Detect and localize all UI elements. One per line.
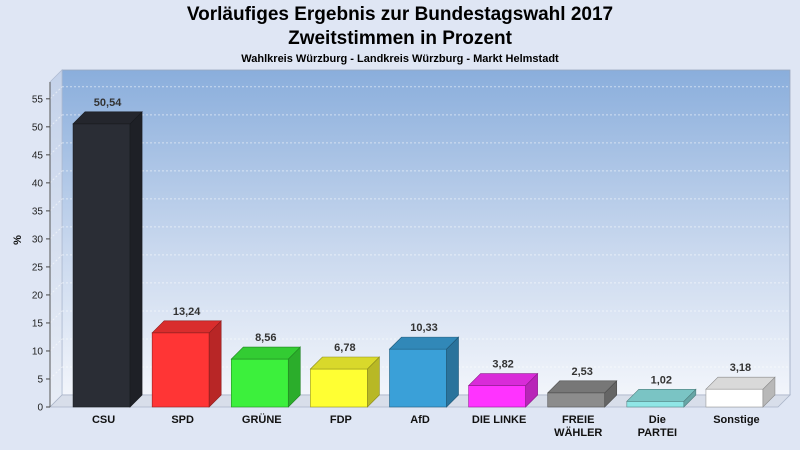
y-tick-label: 35 bbox=[32, 206, 44, 217]
chart-region: Wahlkreis Würzburg - Landkreis Würzburg … bbox=[241, 53, 559, 65]
bar-front bbox=[230, 358, 289, 408]
bar-top bbox=[705, 376, 776, 390]
bar-side bbox=[129, 111, 143, 408]
bar-top bbox=[388, 336, 460, 350]
bar-front bbox=[389, 348, 447, 408]
x-tick-label: AfD bbox=[410, 414, 430, 426]
bar-value-label: 8,56 bbox=[255, 332, 276, 344]
bar-value-label: 10,33 bbox=[410, 322, 438, 334]
y-tick-label: 40 bbox=[32, 178, 44, 189]
y-tick-label: 45 bbox=[32, 150, 44, 161]
bar-top bbox=[72, 111, 143, 125]
gridline-side bbox=[49, 226, 63, 240]
x-tick-label: DIE LINKE bbox=[472, 414, 526, 426]
gridline-side bbox=[49, 86, 63, 100]
x-tick-label: SPD bbox=[171, 414, 194, 426]
gridline-side bbox=[49, 338, 63, 352]
x-tick-label: FDP bbox=[330, 414, 352, 426]
bar-front bbox=[151, 332, 210, 408]
y-tick-label: 15 bbox=[32, 318, 44, 329]
bar-side bbox=[208, 320, 222, 408]
bar-value-label: 2,53 bbox=[572, 366, 593, 378]
y-tick-label: 20 bbox=[32, 290, 44, 301]
x-tick-label: Die PARTEI bbox=[638, 414, 678, 439]
x-tick-label: Sonstige bbox=[713, 414, 759, 426]
bar-value-label: 50,54 bbox=[94, 97, 122, 109]
gridline-side bbox=[49, 254, 63, 268]
gridline-side bbox=[49, 114, 63, 128]
y-tick-label: 55 bbox=[32, 94, 44, 105]
bar-front bbox=[547, 392, 606, 408]
bar-top bbox=[546, 380, 618, 394]
chart-subtitle: Zweitstimmen in Prozent bbox=[288, 28, 512, 49]
bar-value-label: 3,82 bbox=[492, 359, 513, 371]
y-tick-label: 10 bbox=[32, 346, 44, 357]
bar-top bbox=[230, 346, 302, 360]
gridline-side bbox=[49, 198, 63, 212]
bar-die-linke: 3,82 bbox=[467, 359, 539, 408]
bar-top bbox=[151, 320, 222, 334]
bar-top bbox=[467, 373, 539, 386]
y-tick-label: 0 bbox=[37, 403, 43, 414]
bar-value-label: 6,78 bbox=[334, 342, 355, 354]
y-tick-label: 5 bbox=[37, 374, 43, 385]
bar-spd: 13,24 bbox=[151, 306, 222, 408]
bar-front bbox=[310, 368, 368, 408]
bar-front bbox=[705, 388, 764, 408]
bar-die-partei: 1,02 bbox=[626, 374, 697, 408]
y-tick-label: 30 bbox=[32, 234, 44, 245]
y-tick-label: 25 bbox=[32, 262, 44, 273]
bar-csu: 50,54 bbox=[72, 97, 143, 408]
bar-value-label: 13,24 bbox=[173, 306, 201, 318]
gridline-side bbox=[49, 170, 63, 184]
x-tick-label: GRÜNE bbox=[242, 413, 282, 426]
gridline-side bbox=[49, 282, 63, 296]
y-axis-label: % bbox=[12, 235, 24, 245]
bar-top bbox=[309, 356, 381, 370]
bar-sonstige: 3,18 bbox=[705, 362, 776, 408]
bar-fdp: 6,78 bbox=[309, 342, 381, 408]
x-tick-label: FREIE WÄHLER bbox=[554, 414, 602, 439]
gridline-side bbox=[49, 310, 63, 324]
bar-front bbox=[468, 385, 526, 408]
gridline-side bbox=[49, 366, 63, 380]
x-tick-label: CSU bbox=[92, 414, 115, 426]
gridline-side bbox=[49, 142, 63, 156]
bar-value-label: 3,18 bbox=[730, 362, 751, 374]
chart-title: Vorläufiges Ergebnis zur Bundestagswahl … bbox=[186, 4, 614, 25]
bar-afd: 10,33 bbox=[388, 322, 460, 408]
bar-freie-wähler: 2,53 bbox=[546, 366, 618, 408]
bar-value-label: 1,02 bbox=[651, 374, 672, 386]
bar-top bbox=[626, 388, 697, 402]
bar-grüne: 8,56 bbox=[230, 332, 302, 408]
bar-front bbox=[626, 400, 685, 408]
bar-front bbox=[72, 123, 131, 408]
y-tick-label: 50 bbox=[32, 122, 44, 133]
